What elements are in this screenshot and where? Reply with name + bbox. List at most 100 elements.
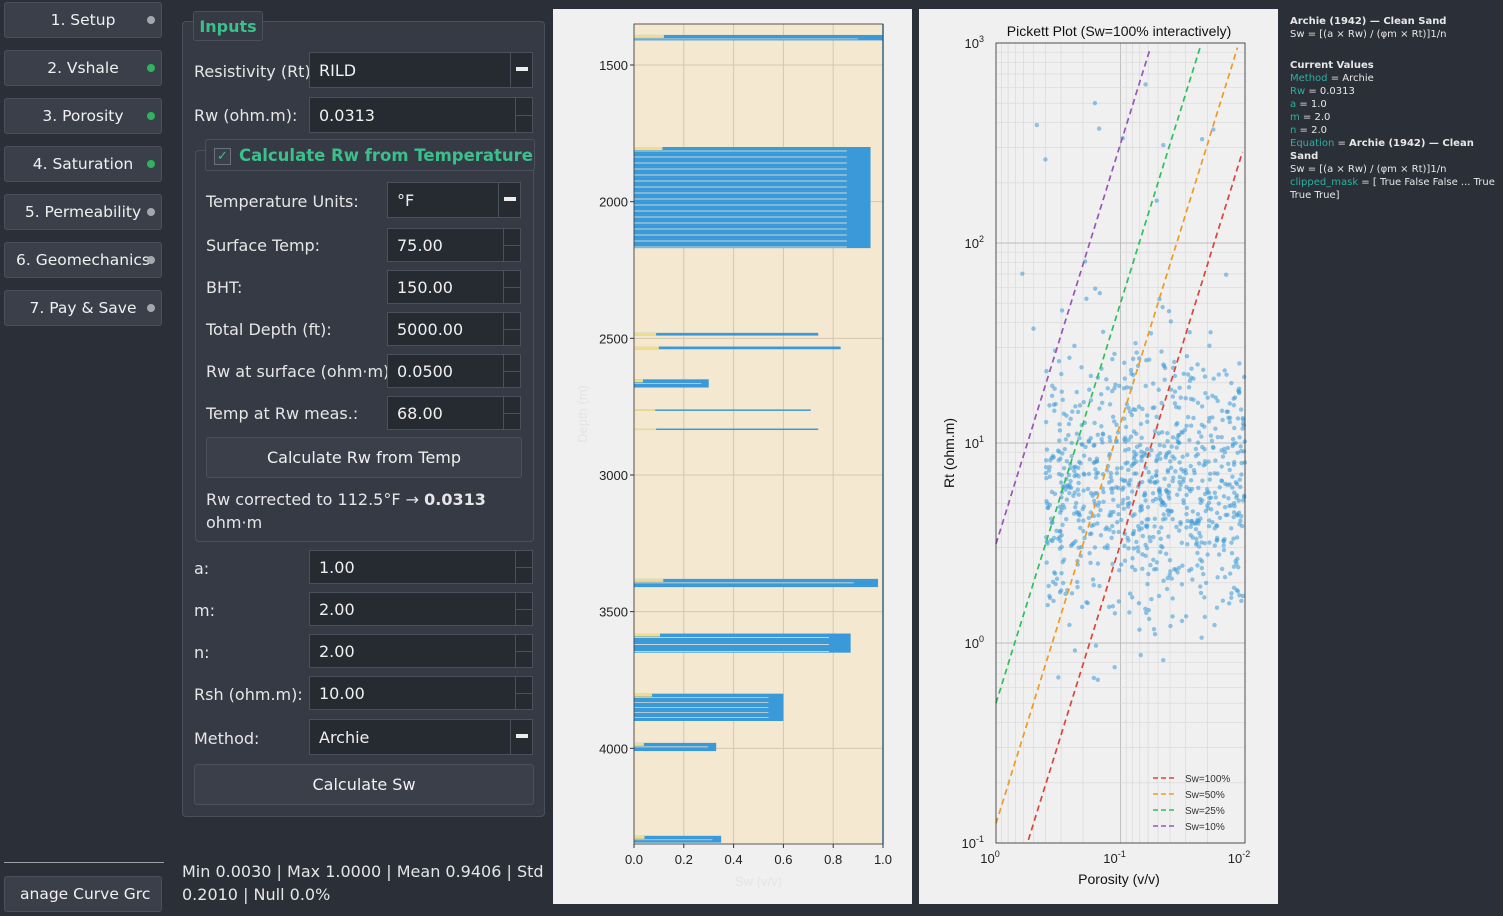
scatter-point bbox=[1108, 470, 1114, 476]
spinner-icon[interactable] bbox=[503, 271, 520, 303]
scatter-point bbox=[1129, 564, 1135, 570]
temp-rw-meas-input[interactable]: 68.00 bbox=[387, 396, 521, 430]
spinner-icon[interactable] bbox=[503, 397, 520, 429]
bht-input[interactable]: 150.00 bbox=[387, 270, 521, 304]
scatter-point bbox=[1161, 658, 1166, 663]
current-value-value: 1.0 bbox=[1310, 99, 1327, 110]
scatter-point bbox=[1142, 492, 1148, 498]
scatter-point bbox=[1110, 356, 1115, 362]
scatter-point bbox=[1105, 545, 1110, 551]
method-select[interactable]: Archie bbox=[309, 719, 533, 755]
legend-label: Sw=10% bbox=[1185, 822, 1225, 833]
dropdown-arrow-icon[interactable] bbox=[498, 183, 520, 217]
legend-label: Sw=25% bbox=[1185, 806, 1225, 817]
surface-temp-input[interactable]: 75.00 bbox=[387, 228, 521, 262]
scatter-point bbox=[1071, 493, 1076, 499]
n-input[interactable]: 2.00 bbox=[309, 634, 533, 668]
scatter-point bbox=[1216, 501, 1222, 506]
scatter-point bbox=[1181, 500, 1187, 506]
nav-item-4[interactable]: 4. Saturation bbox=[4, 146, 162, 182]
rw-corrected-message: Rw corrected to 112.5°F → 0.0313 ohm·m bbox=[206, 488, 516, 534]
y-tick-label: 1500 bbox=[599, 58, 628, 73]
m-input[interactable]: 2.00 bbox=[309, 592, 533, 626]
spinner-icon[interactable] bbox=[503, 313, 520, 345]
a-input[interactable]: 1.00 bbox=[309, 550, 533, 584]
tab-inputs[interactable]: Inputs bbox=[193, 11, 263, 41]
scatter-point bbox=[1227, 467, 1232, 473]
rw-surface-input[interactable]: 0.0500 bbox=[387, 354, 521, 388]
spinner-icon[interactable] bbox=[515, 98, 532, 132]
scatter-point bbox=[1137, 527, 1142, 532]
scatter-point bbox=[1060, 397, 1065, 402]
scatter-point bbox=[1234, 493, 1240, 498]
rw-value: 0.0313 bbox=[319, 105, 375, 125]
dropdown-arrow-icon[interactable] bbox=[510, 53, 532, 87]
nav-item-6[interactable]: 6. Geomechanics bbox=[4, 242, 162, 278]
checkmark-icon[interactable]: ✓ bbox=[214, 148, 231, 165]
scatter-point bbox=[1184, 423, 1189, 429]
spinner-icon[interactable] bbox=[515, 551, 532, 583]
scatter-point bbox=[1213, 458, 1218, 463]
temp-units-select[interactable]: °F bbox=[387, 182, 521, 218]
scatter-point bbox=[1168, 569, 1173, 574]
scatter-point bbox=[1178, 395, 1184, 400]
scatter-point bbox=[1240, 593, 1246, 599]
scatter-point bbox=[1128, 434, 1134, 439]
calc-rw-checkbox[interactable]: ✓ Calculate Rw from Temperature (Arps) bbox=[205, 139, 535, 171]
scatter-point bbox=[1195, 400, 1201, 406]
scatter-point bbox=[1057, 438, 1062, 443]
scatter-point bbox=[1115, 520, 1120, 525]
nav-item-2[interactable]: 2. Vshale bbox=[4, 50, 162, 86]
scatter-point bbox=[1054, 576, 1060, 581]
resistivity-select[interactable]: RILD bbox=[309, 52, 533, 88]
scatter-point bbox=[1161, 363, 1167, 369]
rsh-input[interactable]: 10.00 bbox=[309, 676, 533, 710]
scatter-point bbox=[1220, 598, 1226, 603]
rsh-value: 10.00 bbox=[319, 683, 365, 703]
scatter-point bbox=[1154, 469, 1159, 474]
scatter-point bbox=[1122, 558, 1128, 563]
scatter-point bbox=[1043, 470, 1049, 476]
spinner-icon[interactable] bbox=[503, 355, 520, 387]
manage-curve-groups-button[interactable]: anage Curve Grc bbox=[4, 876, 162, 912]
nav-item-7[interactable]: 7. Pay & Save bbox=[4, 290, 162, 326]
scatter-point bbox=[1138, 652, 1143, 658]
scatter-point bbox=[1119, 517, 1124, 523]
scatter-point bbox=[1126, 437, 1131, 443]
nav-item-label: 7. Pay & Save bbox=[29, 299, 137, 317]
calculate-sw-button[interactable]: Calculate Sw bbox=[194, 764, 534, 805]
sw-interval bbox=[634, 147, 871, 249]
dropdown-arrow-icon[interactable] bbox=[510, 720, 532, 754]
equation-formula-2: Sw = [(a × Rw) / (φm × Rt)]1/n bbox=[1290, 164, 1447, 175]
rw-input[interactable]: 0.0313 bbox=[309, 97, 533, 133]
nav-item-1[interactable]: 1. Setup bbox=[4, 2, 162, 38]
nav-item-5[interactable]: 5. Permeability bbox=[4, 194, 162, 230]
spinner-icon[interactable] bbox=[515, 635, 532, 667]
spinner-icon[interactable] bbox=[515, 677, 532, 709]
scatter-point bbox=[1063, 437, 1069, 442]
scatter-point bbox=[1205, 395, 1210, 400]
scatter-point bbox=[1081, 453, 1087, 458]
scatter-point bbox=[1180, 563, 1185, 568]
spinner-icon[interactable] bbox=[515, 593, 532, 625]
scatter-point bbox=[1148, 562, 1153, 568]
scatter-point bbox=[1121, 506, 1127, 511]
nav-item-3[interactable]: 3. Porosity bbox=[4, 98, 162, 134]
scatter-point bbox=[1020, 271, 1025, 276]
spinner-icon[interactable] bbox=[503, 229, 520, 261]
scatter-point bbox=[1184, 525, 1189, 530]
total-depth-input[interactable]: 5000.00 bbox=[387, 312, 521, 346]
m-value: 2.00 bbox=[319, 599, 355, 619]
scatter-point bbox=[1095, 521, 1100, 526]
scatter-point bbox=[1174, 524, 1179, 530]
scatter-point bbox=[1079, 604, 1085, 610]
scatter-point bbox=[1198, 590, 1204, 596]
scatter-point bbox=[1074, 389, 1079, 395]
scatter-point bbox=[1195, 563, 1200, 568]
calc-rw-from-temp-button[interactable]: Calculate Rw from Temp bbox=[206, 437, 522, 478]
scatter-point bbox=[1234, 481, 1240, 487]
scatter-point bbox=[1207, 477, 1212, 482]
scatter-point bbox=[1187, 437, 1192, 443]
scatter-point bbox=[1195, 511, 1201, 517]
scatter-point bbox=[1114, 470, 1120, 476]
